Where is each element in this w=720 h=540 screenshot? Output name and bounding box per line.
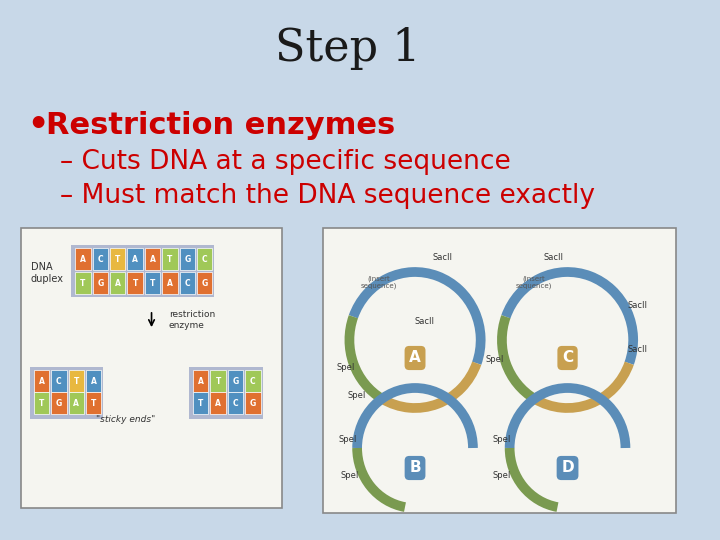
Bar [30,367,103,419]
Text: (insert
sequence): (insert sequence) [516,275,552,289]
Bar [162,272,178,294]
Text: A: A [91,376,96,386]
Text: C: C [233,399,238,408]
Text: SacII: SacII [627,346,647,354]
Text: C: C [56,376,62,386]
Text: SpeI: SpeI [348,390,366,400]
Text: D: D [561,461,574,476]
Text: G: G [97,279,104,287]
Text: SpeI: SpeI [336,363,355,373]
Bar [127,248,143,270]
Bar [86,392,102,414]
Text: G: G [55,399,62,408]
Text: A: A [215,399,221,408]
Bar [179,272,195,294]
FancyBboxPatch shape [21,228,282,508]
Text: Restriction enzymes: Restriction enzymes [46,111,395,139]
Text: T: T [132,279,138,287]
Bar [110,272,125,294]
Bar [86,370,102,392]
Bar [162,248,178,270]
Text: T: T [91,399,96,408]
Text: SpeI: SpeI [341,471,359,481]
Text: C: C [250,376,256,386]
Text: G: G [202,279,208,287]
Text: (insert
sequence): (insert sequence) [360,275,397,289]
Text: SpeI: SpeI [338,435,356,444]
Text: restriction
enzyme: restriction enzyme [169,310,215,330]
Text: C: C [202,254,207,264]
Text: A: A [150,254,156,264]
Bar [110,248,125,270]
Text: – Must match the DNA sequence exactly: – Must match the DNA sequence exactly [60,183,595,209]
Text: G: G [233,376,238,386]
Bar [76,272,91,294]
Text: C: C [562,350,573,366]
Bar [34,370,49,392]
Text: Step 1: Step 1 [275,26,420,70]
Bar [228,392,243,414]
Text: G: G [184,254,190,264]
Bar [51,392,66,414]
Text: T: T [73,376,79,386]
Text: B: B [409,461,421,476]
Text: •: • [27,109,48,141]
Text: T: T [198,399,204,408]
Text: SacII: SacII [627,300,647,309]
Text: DNA
duplex: DNA duplex [31,262,64,284]
Text: C: C [184,279,190,287]
Bar [145,272,161,294]
Bar [246,370,261,392]
Text: A: A [80,254,86,264]
Text: T: T [215,376,221,386]
Text: SacII: SacII [415,318,435,327]
Text: – Cuts DNA at a specific sequence: – Cuts DNA at a specific sequence [60,149,510,175]
Text: A: A [167,279,173,287]
Text: A: A [132,254,138,264]
Bar [76,248,91,270]
Text: A: A [73,399,79,408]
Text: "sticky ends": "sticky ends" [96,415,155,424]
Text: T: T [39,399,44,408]
Text: SpeI: SpeI [492,471,511,481]
Bar [68,370,84,392]
Bar [193,370,209,392]
Bar [93,272,108,294]
Bar [210,392,226,414]
FancyBboxPatch shape [323,228,675,513]
Bar [246,392,261,414]
Text: A: A [39,376,45,386]
Text: A: A [409,350,421,366]
Bar [34,392,49,414]
Text: T: T [167,254,173,264]
Bar [228,370,243,392]
Bar [193,392,209,414]
Bar [127,272,143,294]
Bar [210,370,226,392]
Text: SpeI: SpeI [486,355,504,364]
Bar [145,248,161,270]
Bar [93,248,108,270]
Bar [197,272,212,294]
Text: T: T [115,254,120,264]
Text: SpeI: SpeI [492,435,511,444]
Text: A: A [114,279,121,287]
Bar [179,248,195,270]
Bar [71,245,215,297]
Text: SacII: SacII [432,253,452,262]
Text: T: T [150,279,156,287]
Text: T: T [81,279,86,287]
Text: G: G [250,399,256,408]
Text: A: A [198,376,204,386]
Text: C: C [98,254,103,264]
Bar [68,392,84,414]
Bar [197,248,212,270]
Bar [189,367,263,419]
Text: SacII: SacII [543,253,563,262]
Bar [51,370,66,392]
